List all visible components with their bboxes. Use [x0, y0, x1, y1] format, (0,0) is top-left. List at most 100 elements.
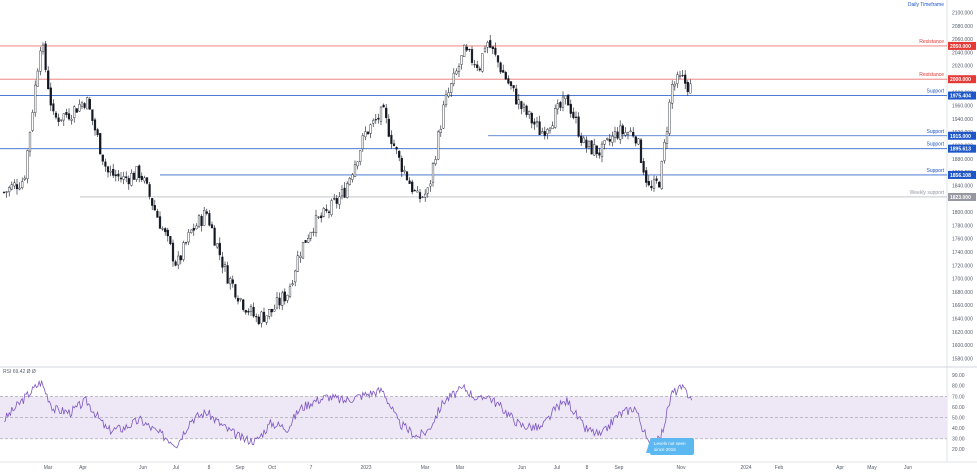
candle-body [143, 177, 146, 182]
level-price-value: 1915.000 [950, 134, 971, 140]
candle-body [645, 170, 648, 183]
candle-body [616, 131, 619, 139]
candle-body [5, 191, 8, 193]
candle-body [632, 131, 635, 137]
candle-body [673, 83, 676, 87]
candle-body [611, 136, 614, 143]
candle-body [60, 119, 63, 121]
candle-body [184, 242, 188, 244]
candle-body [556, 103, 559, 110]
date-tick-label: Jun [139, 465, 147, 471]
candle-body [528, 111, 531, 115]
date-tick-label: Nov [677, 465, 686, 471]
candle-body [125, 176, 128, 179]
candle-body [444, 94, 448, 106]
candle-body [507, 78, 510, 84]
candle-body [197, 215, 201, 227]
candle-body [231, 279, 234, 284]
candle-body [75, 108, 78, 113]
candle-body [346, 183, 349, 198]
candle-body [585, 139, 588, 149]
candle-body [424, 193, 427, 198]
level-price-value: 1895.613 [950, 147, 971, 153]
candle-body [548, 127, 552, 131]
candle-body [400, 158, 403, 172]
rsi-tick-label: 30.00 [952, 437, 965, 443]
price-tick-label: 1580.000 [952, 356, 973, 362]
price-tick-label: 1880.000 [952, 157, 973, 163]
candle-body [447, 92, 450, 97]
candle-body [676, 74, 679, 84]
candle-body [109, 170, 112, 173]
candle-body [582, 137, 585, 143]
candle-body [296, 255, 299, 272]
candle-body [117, 173, 120, 177]
candle-body [153, 205, 156, 211]
candle-body [278, 297, 281, 306]
candle-body [262, 311, 266, 322]
candle-body [62, 113, 65, 121]
candle-body [543, 131, 546, 136]
candle-body [361, 135, 364, 150]
candle-body [156, 210, 159, 218]
candle-body [166, 229, 169, 237]
callout-line-2: since 2016 [654, 447, 676, 452]
candle-body [291, 283, 294, 285]
date-tick-label: Sep [615, 465, 624, 471]
candle-body [442, 104, 445, 129]
callout-line-1: Levels not seen [654, 441, 686, 446]
date-tick-label: Apr [836, 465, 844, 471]
date-tick-label: Mar [456, 465, 465, 471]
candle-body [574, 116, 578, 118]
rsi-tick-label: 70.00 [952, 394, 965, 400]
price-tick-label: 1600.000 [952, 343, 973, 349]
date-tick-label: Jul [173, 465, 179, 471]
candle-body [169, 236, 172, 245]
level-label-support: Support [926, 142, 944, 148]
candle-body [148, 184, 151, 197]
candle-body [135, 166, 138, 180]
candle-body [418, 192, 422, 199]
candle-body [621, 125, 624, 135]
level-price-badge [948, 131, 976, 140]
candle-body [681, 75, 684, 77]
candle-body [491, 46, 494, 50]
candle-body [114, 174, 117, 177]
candle-body [652, 179, 656, 189]
candle-body [78, 104, 81, 112]
candle-body [21, 181, 24, 189]
candle-body [164, 228, 167, 233]
candle-body [283, 291, 286, 302]
candle-body [151, 198, 154, 206]
candle-body [489, 40, 492, 48]
candle-body [208, 213, 211, 226]
candle-body [348, 178, 351, 185]
price-tick-label: 2020.000 [952, 64, 973, 70]
candle-body [603, 140, 606, 145]
date-tick-label: 8 [586, 465, 589, 471]
candle-body [369, 124, 372, 134]
rsi-label[interactable]: RSI 69.42 Ø Ø [3, 369, 36, 375]
candle-body [260, 311, 263, 324]
candle-body [606, 138, 609, 140]
candle-body [335, 198, 338, 204]
date-tick-label: Feb [775, 465, 784, 471]
candle-body [286, 294, 289, 301]
candle-body [325, 208, 328, 212]
timeframe-label: Daily Timeframe [908, 2, 944, 8]
candle-body [70, 118, 73, 121]
candle-body [39, 50, 42, 72]
candle-body [538, 121, 541, 136]
candle-body [145, 177, 149, 184]
candle-body [608, 139, 611, 142]
candle-body [34, 84, 37, 113]
candle-body [47, 70, 50, 90]
candle-body [93, 119, 97, 131]
candle-body [304, 240, 307, 243]
candle-body [351, 174, 354, 180]
candle-body [210, 224, 214, 229]
level-label-support: Support [926, 129, 944, 135]
candle-body [634, 136, 637, 144]
candle-body [541, 131, 544, 134]
